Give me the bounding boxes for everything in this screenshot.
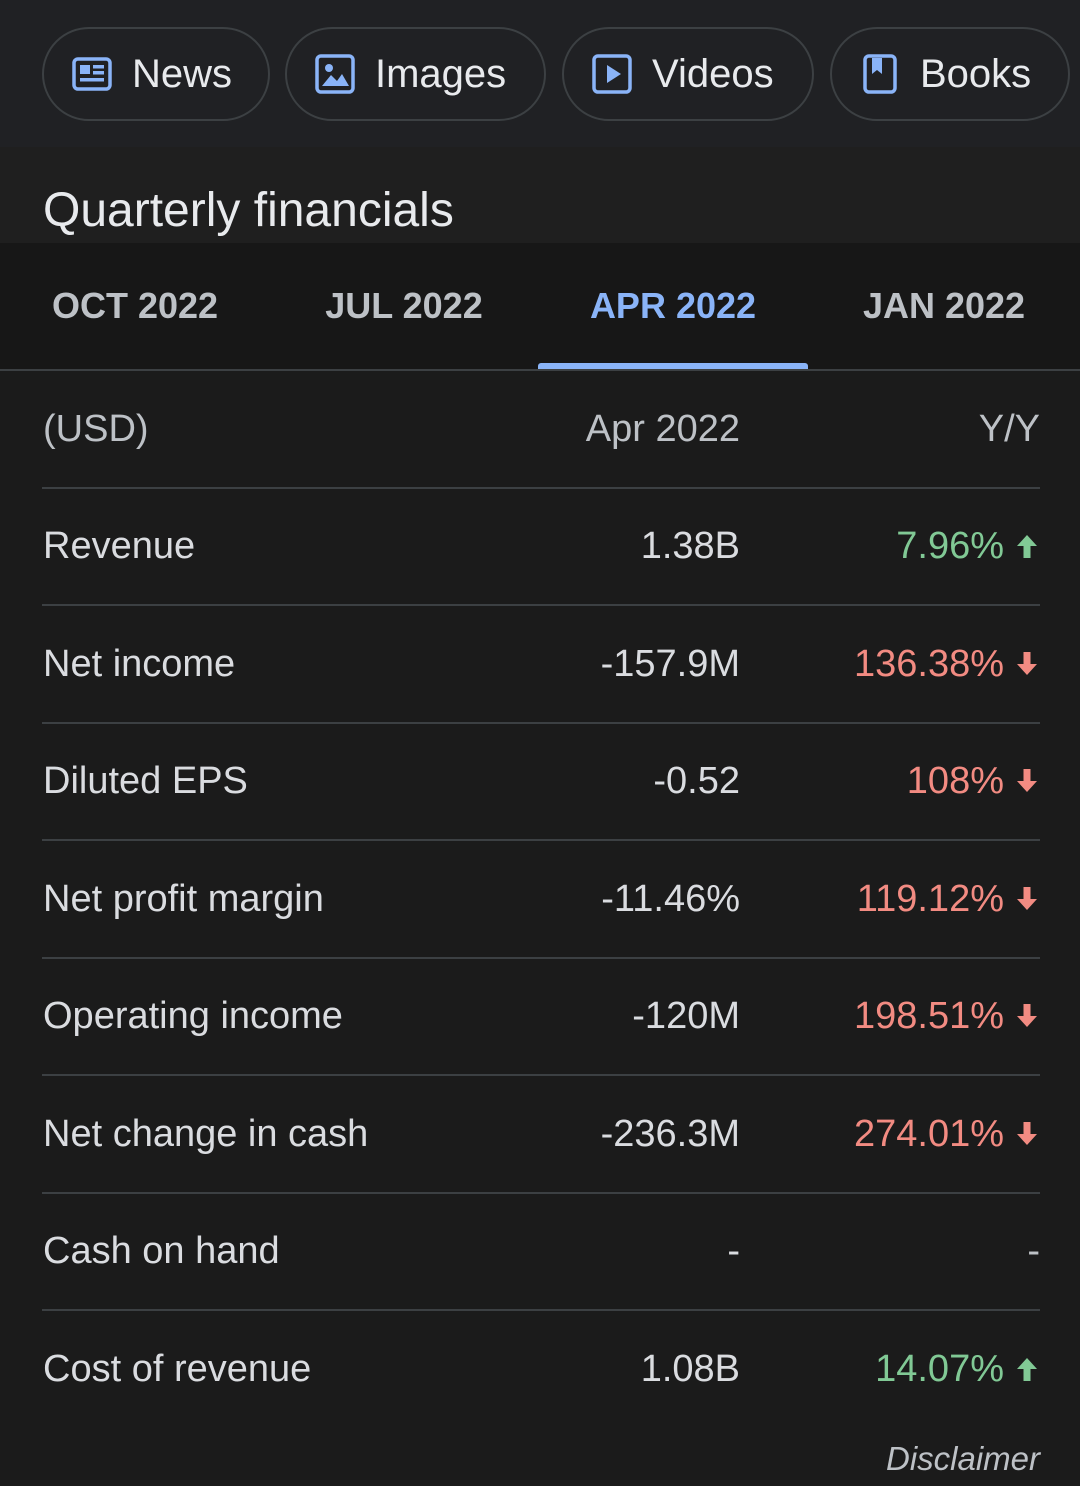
table-row-operating-income: Operating income -120M 198.51% [42, 958, 1040, 1076]
row-value: -11.46% [601, 877, 740, 920]
arrow-down-icon [1017, 652, 1037, 675]
yoy-value: 14.07% [875, 1347, 1004, 1390]
row-label: Diluted EPS [43, 759, 248, 802]
row-label: Net change in cash [43, 1112, 369, 1155]
row-value: -157.9M [600, 642, 740, 685]
period-header: Apr 2022 [585, 407, 740, 450]
arrow-down-icon [1017, 769, 1037, 792]
table-row-cash-on-hand: Cash on hand - - [42, 1193, 1040, 1311]
row-label: Net profit margin [43, 877, 324, 920]
yoy-value: 136.38% [853, 642, 1004, 685]
books-chip-label: Books [920, 51, 1032, 96]
books-chip[interactable]: Books [830, 27, 1070, 121]
row-yoy: 108% [907, 723, 1040, 839]
play-video-icon [592, 54, 632, 94]
book-icon [860, 54, 900, 94]
tab-oct-2022[interactable]: OCT 2022 [51, 285, 219, 326]
yoy-value: 119.12% [856, 877, 1004, 920]
news-chip[interactable]: News [42, 27, 270, 121]
yoy-value: 7.96% [896, 524, 1004, 567]
disclaimer-link[interactable]: Disclaimer [885, 1440, 1040, 1477]
table-header-row: (USD) Apr 2022 Y/Y [42, 371, 1040, 489]
row-value: 1.08B [640, 1347, 740, 1390]
table-row-net-change-in-cash: Net change in cash -236.3M 274.01% [42, 1076, 1040, 1194]
row-value: -120M [632, 994, 740, 1037]
section-title: Quarterly financials [43, 184, 454, 237]
row-label: Cost of revenue [43, 1347, 312, 1390]
row-yoy: 274.01% [854, 1076, 1040, 1192]
images-chip[interactable]: Images [285, 27, 546, 121]
table-row-revenue: Revenue 1.38B 7.96% [42, 488, 1040, 606]
news-chip-label: News [132, 51, 233, 96]
table-row-net-profit-margin: Net profit margin -11.46% 119.12% [42, 841, 1040, 959]
images-chip-label: Images [375, 51, 507, 96]
yoy-value: 198.51% [853, 994, 1004, 1037]
row-yoy: 119.12% [857, 841, 1040, 957]
yoy-value: 108% [906, 759, 1004, 802]
row-yoy: 198.51% [854, 958, 1040, 1074]
row-yoy: 7.96% [896, 488, 1040, 604]
videos-chip-label: Videos [652, 51, 774, 96]
table-row-diluted-eps: Diluted EPS -0.52 108% [42, 723, 1040, 841]
currency-header: (USD) [43, 407, 149, 450]
row-yoy: 14.07% [875, 1311, 1040, 1427]
yoy-header: Y/Y [978, 407, 1040, 450]
search-filter-bar: News Images Videos Books [0, 0, 1080, 147]
table-row-cost-of-revenue: Cost of revenue 1.08B 14.07% [42, 1311, 1040, 1429]
table-row-net-income: Net income -157.9M 136.38% [42, 606, 1040, 724]
row-value: 1.38B [640, 524, 740, 567]
videos-chip[interactable]: Videos [562, 27, 814, 121]
tab-jul-2022[interactable]: JUL 2022 [325, 285, 483, 326]
financials-table: (USD) Apr 2022 Y/Y Revenue 1.38B 7.96% N… [0, 371, 1080, 1429]
arrow-up-icon [1017, 1358, 1037, 1381]
image-icon [315, 54, 355, 94]
row-label: Cash on hand [43, 1229, 280, 1272]
row-yoy: - [1027, 1193, 1040, 1309]
row-label: Net income [43, 642, 236, 685]
arrow-up-icon [1017, 535, 1037, 558]
selected-tab-indicator [538, 363, 808, 369]
tab-jan-2022[interactable]: JAN 2022 [862, 285, 1026, 326]
arrow-down-icon [1017, 1122, 1037, 1145]
section-header: Quarterly financials [0, 147, 1080, 243]
row-label: Revenue [43, 524, 196, 567]
quarter-tabs: OCT 2022 JUL 2022 APR 2022 JAN 2022 [0, 243, 1080, 371]
row-value: -236.3M [600, 1112, 740, 1155]
yoy-value: 274.01% [853, 1112, 1004, 1155]
row-value: - [727, 1229, 740, 1272]
row-yoy: 136.38% [854, 606, 1040, 722]
row-value: -0.52 [653, 759, 740, 802]
row-label: Operating income [43, 994, 343, 1037]
newspaper-icon [72, 54, 112, 94]
arrow-down-icon [1017, 1004, 1037, 1027]
footer: Disclaimer [0, 1426, 1080, 1486]
yoy-value: - [1027, 1229, 1040, 1272]
tab-apr-2022[interactable]: APR 2022 [589, 285, 757, 326]
arrow-down-icon [1017, 887, 1037, 910]
